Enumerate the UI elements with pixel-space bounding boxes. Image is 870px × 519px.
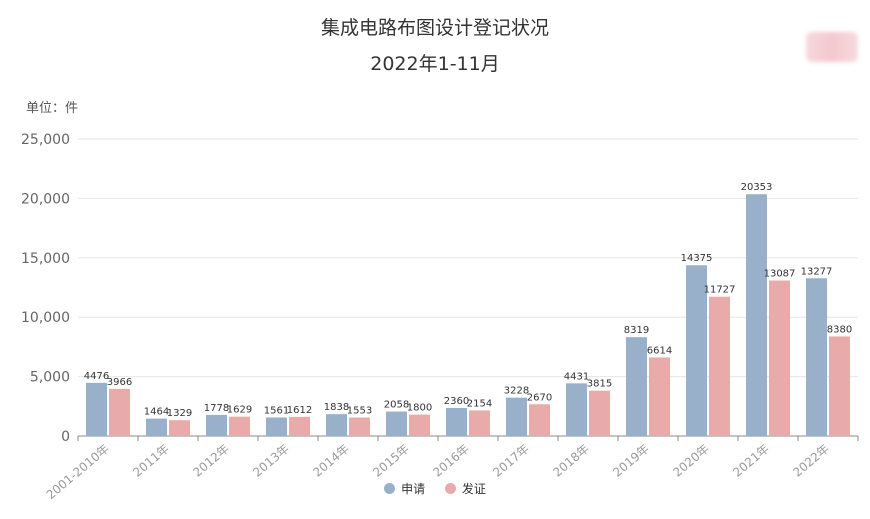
x-tick-label: 2018年 xyxy=(550,442,592,480)
data-label-series-1: 2154 xyxy=(467,398,492,409)
legend-item-series-1[interactable]: 发证 xyxy=(444,480,486,497)
x-tick-label: 2017年 xyxy=(490,442,532,480)
data-label-series-1: 1800 xyxy=(407,403,432,414)
x-tick-label: 2011年 xyxy=(130,442,172,480)
bar-series-0 xyxy=(386,411,407,436)
legend-marker-series-1 xyxy=(444,483,456,494)
legend-marker-series-0 xyxy=(384,483,396,494)
data-label-series-0: 20353 xyxy=(741,182,773,193)
bar-series-1 xyxy=(109,388,130,436)
legend-item-series-0[interactable]: 申请 xyxy=(384,480,425,497)
bar-series-1 xyxy=(829,336,850,436)
data-label-series-1: 11727 xyxy=(704,285,736,296)
x-tick-label: 2015年 xyxy=(370,442,412,480)
data-label-series-1: 3966 xyxy=(107,377,132,388)
x-tick-label: 2019年 xyxy=(610,442,652,480)
data-label-series-0: 1561 xyxy=(264,405,289,416)
x-tick-label: 2016年 xyxy=(430,442,472,480)
data-label-series-0: 14375 xyxy=(681,253,713,264)
bar-series-0 xyxy=(506,397,527,436)
data-label-series-1: 13087 xyxy=(764,269,796,280)
x-tick-label: 2012年 xyxy=(190,442,232,480)
x-tick-label: 2020年 xyxy=(670,442,712,480)
bar-series-0 xyxy=(146,418,167,436)
chart-title: 集成电路布图设计登记状况 xyxy=(320,17,549,39)
blurred-watermark xyxy=(806,32,858,62)
y-tick-label: 20,000 xyxy=(21,191,70,207)
bar-series-0 xyxy=(266,417,287,436)
legend[interactable]: 申请 发证 xyxy=(0,480,870,497)
data-label-series-0: 1778 xyxy=(204,403,229,414)
bar-series-1 xyxy=(649,357,670,436)
y-tick-label: 0 xyxy=(61,429,70,445)
chart-subtitle: 2022年1-11月 xyxy=(370,53,500,75)
bar-series-0 xyxy=(86,382,107,436)
data-label-series-1: 1629 xyxy=(227,405,252,416)
x-tick-label: 2022年 xyxy=(790,442,832,480)
bar-series-1 xyxy=(349,417,370,436)
data-label-series-1: 1553 xyxy=(347,406,372,417)
data-label-series-0: 4476 xyxy=(84,371,109,382)
bar-series-1 xyxy=(169,420,190,436)
bar-series-1 xyxy=(529,404,550,436)
x-tick-label: 2014年 xyxy=(310,442,352,480)
data-label-series-0: 13277 xyxy=(801,266,833,277)
bar-series-1 xyxy=(289,416,310,436)
data-label-series-0: 1838 xyxy=(324,402,349,413)
y-tick-label: 5,000 xyxy=(30,370,70,386)
bar-series-0 xyxy=(806,278,827,436)
bar-series-0 xyxy=(206,414,227,436)
x-tick-label: 2013年 xyxy=(250,442,292,480)
y-tick-label: 15,000 xyxy=(21,251,70,267)
bar-series-1 xyxy=(769,280,790,436)
x-tick-label: 2021年 xyxy=(730,442,772,480)
bar-series-0 xyxy=(446,407,467,436)
data-label-series-0: 1464 xyxy=(144,407,169,418)
data-label-series-0: 2360 xyxy=(444,396,469,407)
data-label-series-0: 3228 xyxy=(504,386,529,397)
data-label-series-1: 8380 xyxy=(827,324,852,335)
y-tick-label: 25,000 xyxy=(21,132,70,148)
bar-series-1 xyxy=(589,390,610,436)
bar-series-1 xyxy=(409,414,430,436)
bar-series-0 xyxy=(686,265,707,436)
bar-series-1 xyxy=(469,410,490,436)
data-label-series-1: 6614 xyxy=(647,345,672,356)
bar-series-0 xyxy=(566,383,587,436)
data-label-series-0: 4431 xyxy=(564,371,589,382)
data-label-series-1: 2670 xyxy=(527,392,552,403)
bar-series-1 xyxy=(229,416,250,436)
bar-series-1 xyxy=(709,296,730,436)
data-label-series-1: 3815 xyxy=(587,379,612,390)
bar-series-0 xyxy=(746,194,767,436)
data-label-series-0: 8319 xyxy=(624,325,649,336)
data-label-series-1: 1612 xyxy=(287,405,312,416)
data-label-series-0: 2058 xyxy=(384,400,409,411)
bar-series-0 xyxy=(326,414,347,436)
legend-label-series-1: 发证 xyxy=(461,482,486,496)
unit-label: 单位：件 xyxy=(26,101,79,116)
y-tick-label: 10,000 xyxy=(21,310,70,326)
data-label-series-1: 1329 xyxy=(167,408,192,419)
legend-label-series-0: 申请 xyxy=(401,482,426,496)
bar-series-0 xyxy=(626,337,647,436)
